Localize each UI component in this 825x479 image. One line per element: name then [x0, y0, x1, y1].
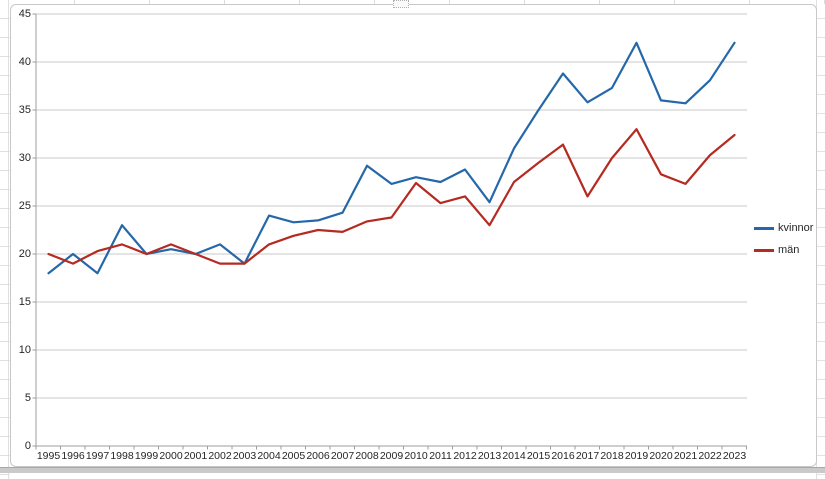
x-axis-tick-label: 2013: [477, 450, 502, 462]
y-axis-tick-label: 20: [18, 247, 31, 260]
x-axis-tick-label: 2018: [600, 450, 624, 462]
x-axis-tick-label: 2022: [698, 450, 722, 462]
legend-label-man: män: [778, 244, 800, 256]
y-axis-tick-label: 10: [18, 343, 31, 356]
x-axis-tick-label: 2010: [404, 450, 428, 462]
x-axis-tick-label: 2012: [453, 450, 477, 462]
y-axis-tick-label: 25: [18, 199, 31, 212]
legend-entry-man[interactable]: män: [754, 243, 813, 257]
chart-legend[interactable]: kvinnor män: [754, 221, 813, 265]
y-axis-tick-label: 5: [24, 391, 31, 404]
y-axis-tick-label: 45: [18, 7, 31, 20]
legend-line-sample-man: [754, 248, 774, 252]
x-axis-tick-label: 2017: [575, 450, 600, 462]
chart-selection-handle[interactable]: [393, 0, 409, 8]
legend-label-kvinnor: kvinnor: [778, 222, 814, 234]
x-axis-tick-label: 1995: [36, 450, 61, 462]
x-axis-tick-label: 1996: [61, 450, 85, 462]
x-axis-tick-label: 2016: [551, 450, 575, 462]
y-axis-tick-label: 35: [18, 103, 31, 116]
x-axis-tick-label: 2007: [330, 450, 355, 462]
x-axis-tick-label: 2021: [673, 450, 698, 462]
worksheet-bottom-band: [0, 467, 825, 473]
x-axis-tick-label: 2002: [208, 450, 232, 462]
x-axis-tick-label: 1997: [85, 450, 110, 462]
x-axis-tick-label: 2020: [649, 450, 673, 462]
legend-entry-kvinnor[interactable]: kvinnor: [754, 221, 813, 235]
series-line-män[interactable]: [47, 128, 736, 265]
x-axis-tick-label: 1999: [134, 450, 159, 462]
x-axis-tick-label: 2005: [281, 450, 306, 462]
chart-object-frame[interactable]: [10, 4, 817, 467]
x-axis-tick-label: 2011: [429, 450, 452, 462]
x-axis-tick-label: 2008: [355, 450, 379, 462]
x-axis-tick-label: 2001: [183, 450, 208, 462]
x-axis-tick-label: 2003: [232, 450, 257, 462]
legend-line-sample-kvinnor: [754, 226, 774, 230]
x-axis-tick-label: 2009: [379, 450, 404, 462]
y-axis-tick-label: 30: [18, 151, 31, 164]
x-axis-tick-label: 1998: [110, 450, 134, 462]
y-axis-tick-label: 40: [18, 55, 31, 68]
y-axis-tick-label: 0: [24, 439, 31, 452]
x-axis-tick-label: 2000: [159, 450, 183, 462]
x-axis-tick-label: 2006: [306, 450, 330, 462]
x-axis-tick-label: 2023: [722, 450, 747, 462]
y-axis-tick-label: 15: [18, 295, 31, 308]
x-axis-tick-label: 2019: [624, 450, 649, 462]
series-line-kvinnor[interactable]: [47, 41, 736, 275]
x-axis-tick-label: 2004: [257, 450, 281, 462]
x-axis-tick-label: 2015: [526, 450, 551, 462]
x-axis-tick-label: 2014: [502, 450, 526, 462]
